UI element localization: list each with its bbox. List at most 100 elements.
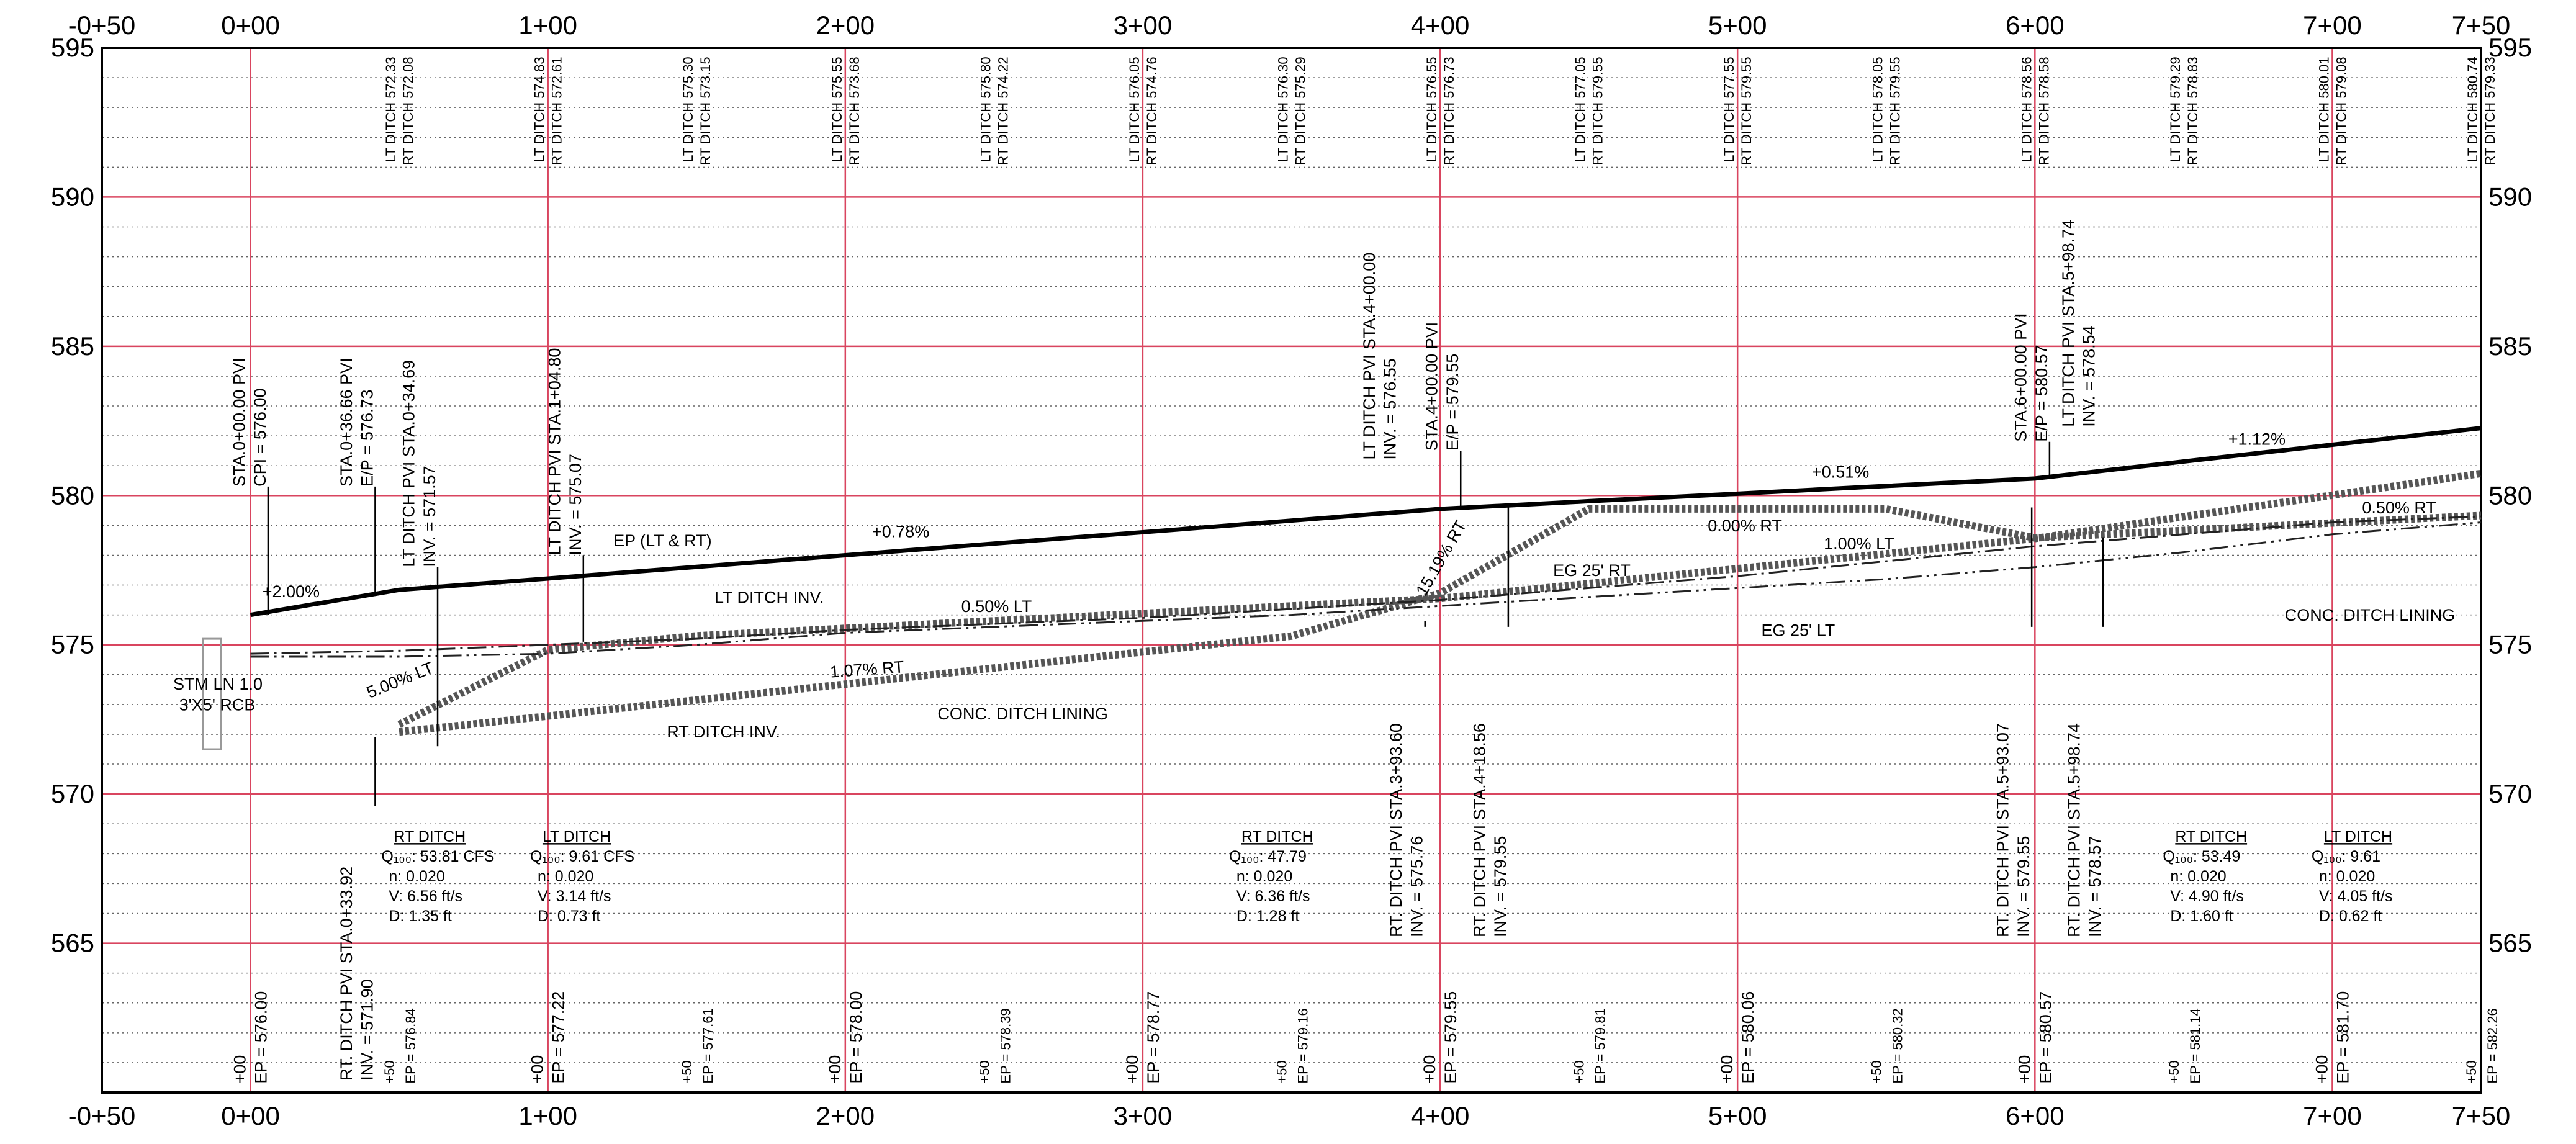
- annotation: 0.50% LT: [961, 597, 1032, 616]
- ditch-value-label: LT DITCH 575.55: [829, 56, 845, 162]
- x-tick-label: 7+00: [2303, 1101, 2362, 1130]
- ditch-table-line: Q₁₀₀: 9.61 CFS: [530, 848, 634, 865]
- x-tick-label: 2+00: [816, 1101, 875, 1130]
- annotation: INV. = 578.54: [2080, 325, 2099, 426]
- ditch-table-title: LT DITCH: [2324, 828, 2392, 845]
- ditch-table-line: V: 4.05 ft/s: [2319, 888, 2393, 905]
- ditch-table-title: RT DITCH: [1241, 828, 1313, 845]
- x-tick-label-top: 3+00: [1114, 11, 1173, 40]
- annotation: +1.12%: [2228, 430, 2286, 449]
- ep-value-label: EP = 582.26: [2485, 1008, 2500, 1083]
- ep-value-label: EP = 578.00: [847, 991, 865, 1084]
- annotation: 3'X5' RCB: [179, 696, 256, 714]
- annotation: INV. = 571.57: [420, 466, 439, 567]
- ditch-table-line: V: 6.56 ft/s: [389, 888, 462, 905]
- plot-frame: [102, 48, 2481, 1092]
- station-label: +50: [1274, 1060, 1290, 1083]
- ditch-value-label: RT DITCH 576.73: [1441, 56, 1457, 165]
- annotation: STM LN 1.0: [173, 675, 263, 693]
- annotation: E/P = 576.73: [358, 389, 376, 486]
- x-tick-label: 7+50: [2452, 1101, 2511, 1130]
- ditch-table-line: D: 1.35 ft: [389, 908, 451, 925]
- ditch-table-line: n: 0.020: [1236, 868, 1292, 885]
- ditch-value-label: LT DITCH 572.33: [383, 56, 399, 162]
- annotation: LT DITCH PVI STA.4+00.00: [1360, 253, 1379, 460]
- series-name: LT DITCH INV.: [714, 588, 824, 606]
- series-name: EG 25' RT: [1553, 561, 1631, 580]
- ep-value-label: EP = 577.22: [549, 991, 568, 1084]
- culvert-box: [203, 639, 221, 749]
- ditch-value-label: LT DITCH 580.74: [2465, 56, 2480, 162]
- ep-value-label: EP = 579.16: [1295, 1008, 1311, 1083]
- series-line: [251, 523, 2481, 657]
- annotation: STA.4+00.00 PVI: [1423, 322, 1441, 451]
- ditch-table-line: D: 1.60 ft: [2170, 908, 2233, 925]
- x-tick-label-top: 6+00: [2006, 11, 2065, 40]
- annotation: RT. DITCH PVI STA.5+93.07: [1994, 723, 2012, 937]
- ditch-value-label: RT DITCH 578.83: [2185, 56, 2200, 165]
- ditch-value-label: LT DITCH 576.05: [1127, 56, 1142, 162]
- ditch-value-label: LT DITCH 579.29: [2168, 56, 2183, 162]
- annotation: INV. = 575.07: [566, 454, 585, 555]
- station-label: +50: [382, 1060, 397, 1083]
- ditch-value-label: RT DITCH 579.08: [2333, 56, 2349, 165]
- x-tick-label: 3+00: [1114, 1101, 1173, 1130]
- annotation: +0.78%: [872, 523, 929, 541]
- annotation: INV. = 575.76: [1408, 836, 1426, 937]
- ditch-value-label: RT DITCH 574.76: [1144, 56, 1160, 165]
- station-label: +50: [2464, 1060, 2479, 1083]
- ditch-value-label: RT DITCH 579.55: [1888, 56, 1903, 165]
- ep-value-label: EP = 580.06: [1739, 991, 1757, 1084]
- ditch-value-label: RT DITCH 572.08: [400, 56, 416, 165]
- station-label: +50: [2166, 1060, 2182, 1083]
- ep-value-label: EP = 578.77: [1144, 991, 1163, 1084]
- ditch-value-label: LT DITCH 576.55: [1424, 56, 1439, 162]
- x-tick-label: 6+00: [2006, 1101, 2065, 1130]
- station-label: +00: [2015, 1055, 2033, 1084]
- ditch-table-line: V: 3.14 ft/s: [538, 888, 611, 905]
- station-label: +50: [1572, 1060, 1587, 1083]
- ditch-value-label: LT DITCH 577.55: [1721, 56, 1737, 162]
- y-tick-label-right: 570: [2488, 779, 2532, 808]
- annotation: INV. = 571.90: [358, 979, 376, 1080]
- y-tick-label-right: 575: [2488, 630, 2532, 659]
- ditch-value-label: RT DITCH 573.15: [698, 56, 713, 165]
- station-label: +50: [976, 1060, 992, 1083]
- annotation: 1.00% LT: [1824, 534, 1894, 553]
- station-label: +00: [1123, 1055, 1142, 1084]
- annotation: LT DITCH PVI STA.5+98.74: [2059, 220, 2078, 427]
- annotation: 5.00% LT: [364, 658, 436, 701]
- ep-value-label: EP = 580.32: [1890, 1008, 1906, 1083]
- annotation: STA.0+00.00 PVI: [230, 358, 248, 486]
- ep-value-label: EP = 579.55: [1441, 991, 1460, 1084]
- ep-value-label: EP = 579.81: [1593, 1008, 1608, 1083]
- ditch-value-label: RT DITCH 575.29: [1293, 56, 1308, 165]
- annotation: E/P = 580.57: [2032, 345, 2051, 441]
- x-tick-label: 0+00: [221, 1101, 280, 1130]
- annotation: 0.00% RT: [1708, 516, 1782, 535]
- series-name: EP (LT & RT): [613, 531, 712, 550]
- station-label: +00: [528, 1055, 547, 1084]
- annotation: RT. DITCH PVI STA.5+98.74: [2065, 723, 2084, 937]
- station-label: +00: [826, 1055, 844, 1084]
- station-label: +00: [2312, 1055, 2331, 1084]
- ditch-table-line: V: 6.36 ft/s: [1236, 888, 1310, 905]
- ditch-value-label: LT DITCH 578.05: [1870, 56, 1886, 162]
- annotation: LT DITCH PVI STA.0+34.69: [399, 360, 418, 567]
- ditch-value-label: RT DITCH 579.55: [1590, 56, 1606, 165]
- ditch-table-title: RT DITCH: [2175, 828, 2247, 845]
- station-label: +00: [1420, 1055, 1439, 1084]
- ep-value-label: EP = 576.00: [252, 991, 271, 1084]
- x-tick-label-top: -0+50: [68, 11, 136, 40]
- annotation: RT. DITCH PVI STA.0+33.92: [337, 867, 356, 1081]
- station-label: +00: [1718, 1055, 1736, 1084]
- ditch-table-line: D: 0.73 ft: [538, 908, 600, 925]
- ditch-value-label: LT DITCH 575.30: [680, 56, 696, 162]
- ep-value-label: EP = 580.57: [2036, 991, 2055, 1084]
- annotation: RT. DITCH PVI STA.4+18.56: [1470, 723, 1488, 937]
- annotation: RT. DITCH PVI STA.3+93.60: [1387, 723, 1405, 937]
- series-name: RT DITCH INV.: [667, 723, 780, 741]
- ditch-value-label: LT DITCH 578.56: [2019, 56, 2034, 162]
- ditch-value-label: RT DITCH 573.68: [847, 56, 862, 165]
- ditch-value-label: LT DITCH 574.83: [532, 56, 547, 162]
